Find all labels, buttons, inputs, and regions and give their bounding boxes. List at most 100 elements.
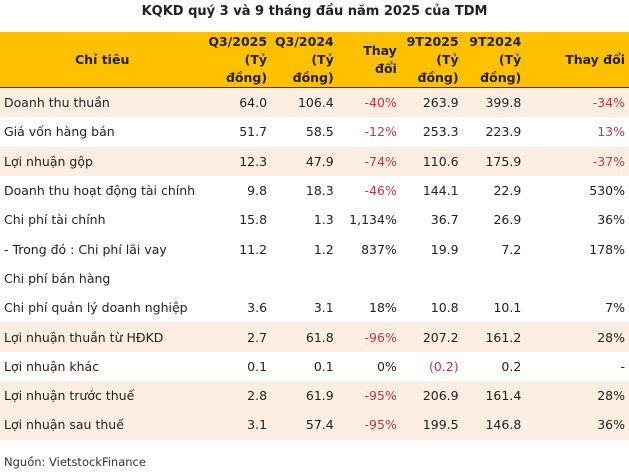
table-cell: 57.4 xyxy=(271,410,338,440)
row-label: Lợi nhuận thuần từ HĐKD xyxy=(0,322,205,352)
table-cell xyxy=(463,264,526,293)
table-row: Giá vốn hàng bán 51.7 58.5 -12% 253.3 223.9 13… xyxy=(0,117,629,146)
table-cell: -95% xyxy=(337,380,401,411)
table-cell: 106.4 xyxy=(271,87,338,118)
table-cell: -34% xyxy=(525,87,629,118)
table-cell: 7% xyxy=(605,300,625,316)
table-cell: 0.2 xyxy=(501,358,522,374)
table-cell: -40% xyxy=(337,87,401,118)
table-cell: 530% xyxy=(589,183,625,199)
table-cell: 175.9 xyxy=(462,146,526,176)
table-cell: 146.8 xyxy=(462,410,526,440)
row-label: Chi phí quản lý doanh nghiệp xyxy=(4,300,188,316)
column-header: 9T2025 (Tỷ đồng) xyxy=(400,32,463,88)
table-cell: 13% xyxy=(597,124,625,140)
table-cell: 253.3 xyxy=(422,124,459,140)
table-cell: 0.1 xyxy=(313,358,334,374)
table-cell: 0% xyxy=(376,358,397,374)
table-cell xyxy=(401,264,463,293)
table-cell: 22.9 xyxy=(493,183,522,199)
table-row: Doanh thu thuần 64.0 106.4 -40% 263.9 399.8 -3… xyxy=(0,87,629,118)
table-row: Chi phí tài chính 15.8 1.3 1,134% 36.7 26.9 36… xyxy=(0,205,629,234)
row-label: Giá vốn hàng bán xyxy=(4,124,115,140)
table-row: Lợi nhuận khác 0.1 0.1 0% (0.2) 0.2 - xyxy=(0,352,629,381)
table-cell: 36% xyxy=(525,410,629,440)
table-cell: 837% xyxy=(361,241,397,257)
table-cell: 18% xyxy=(369,300,397,316)
column-header: 9T2024 (Tỷ đồng) xyxy=(462,32,526,88)
table-cell: 51.7 xyxy=(239,124,268,140)
table-row: Chi phí bán hàng xyxy=(0,264,629,293)
column-header: Thay đổi xyxy=(525,32,629,88)
row-label: Lợi nhuận khác xyxy=(4,358,100,374)
table-cell: 1.3 xyxy=(313,212,334,228)
table-cell: 178% xyxy=(589,241,625,257)
table-row: Lợi nhuận sau thuế 3.1 57.4 -95% 199.5 146.8 3… xyxy=(0,410,629,440)
table-cell: -74% xyxy=(337,146,401,176)
source-note: Nguồn: VietstockFinance xyxy=(4,455,146,469)
row-label: Doanh thu thuần xyxy=(0,87,205,118)
table-cell: 3.6 xyxy=(247,300,268,316)
table-row: Chi phí quản lý doanh nghiệp 3.6 3.1 18% 10.… xyxy=(0,293,629,322)
table-cell: 61.8 xyxy=(271,322,338,352)
table-cell: 263.9 xyxy=(400,87,463,118)
table-cell: 12.3 xyxy=(204,146,272,176)
table-cell: 161.2 xyxy=(462,322,526,352)
table-cell: 7.2 xyxy=(501,241,522,257)
row-label: - Trong đó : Chi phí lãi vay xyxy=(4,241,167,257)
row-label: Chi phí tài chính xyxy=(4,212,106,228)
table-cell: 61.9 xyxy=(271,380,338,411)
table-cell: -46% xyxy=(364,183,397,199)
table-cell: -12% xyxy=(364,124,397,140)
table-cell: 2.8 xyxy=(204,380,272,411)
table-cell: 3.1 xyxy=(204,410,272,440)
row-label: Lợi nhuận gộp xyxy=(0,146,205,176)
column-header: Thay đổi xyxy=(337,32,401,88)
table-cell: 1,134% xyxy=(349,212,397,228)
table-cell: 207.2 xyxy=(400,322,463,352)
table-row: Lợi nhuận thuần từ HĐKD 2.7 61.8 -96% 207.2 1… xyxy=(0,322,629,352)
table-cell: 9.8 xyxy=(247,183,268,199)
table-cell: 0.1 xyxy=(247,358,268,374)
table-cell: 3.1 xyxy=(313,300,334,316)
table-cell: 28% xyxy=(525,322,629,352)
table-cell: -96% xyxy=(337,322,401,352)
table-cell: 15.8 xyxy=(239,212,268,228)
table-cell xyxy=(525,264,629,293)
row-label: Doanh thu hoạt động tài chính xyxy=(4,183,196,199)
row-label: Lợi nhuận sau thuế xyxy=(0,410,205,440)
table-cell: 2.7 xyxy=(204,322,272,352)
table-cell: 161.4 xyxy=(462,380,526,411)
table-cell: 36% xyxy=(597,212,625,228)
column-header: Q3/2024 (Tỷ đồng) xyxy=(271,32,338,88)
table-cell: 26.9 xyxy=(493,212,522,228)
table-cell: 19.9 xyxy=(430,241,459,257)
column-header: Chỉ tiêu xyxy=(0,32,205,88)
table-cell: 206.9 xyxy=(400,380,463,411)
table-row: Lợi nhuận trước thuế 2.8 61.9 -95% 206.9 161.… xyxy=(0,380,629,411)
table-cell: 47.9 xyxy=(271,146,338,176)
table-cell: 10.1 xyxy=(493,300,522,316)
table-row: - Trong đó : Chi phí lãi vay 11.2 1.2 837% 1… xyxy=(0,234,629,263)
table-cell: - xyxy=(620,358,625,374)
table-cell: 10.8 xyxy=(430,300,459,316)
table-cell xyxy=(204,264,271,293)
table-cell: 199.5 xyxy=(400,410,463,440)
table-row: Lợi nhuận gộp 12.3 47.9 -74% 110.6 175.9 -37% xyxy=(0,146,629,176)
table-cell: 1.2 xyxy=(313,241,334,257)
table-cell: 58.5 xyxy=(305,124,334,140)
table-cell: 64.0 xyxy=(204,87,272,118)
column-header: Q3/2025 (Tỷ đồng) xyxy=(204,32,272,88)
table-cell: 110.6 xyxy=(400,146,463,176)
table-cell: -37% xyxy=(525,146,629,176)
table-cell: 28% xyxy=(525,380,629,411)
table-cell: 36.7 xyxy=(430,212,459,228)
table-cell: 223.9 xyxy=(485,124,522,140)
table-cell xyxy=(271,264,338,293)
table-cell xyxy=(338,264,401,293)
row-label: Lợi nhuận trước thuế xyxy=(0,380,205,411)
table-cell: -95% xyxy=(337,410,401,440)
table-row: Doanh thu hoạt động tài chính 9.8 18.3 -46%… xyxy=(0,176,629,205)
table-cell: 144.1 xyxy=(422,183,459,199)
financial-results-table: Chỉ tiêu Q3/2025 (Tỷ đồng) Q3/2024 (Tỷ đồn… xyxy=(0,32,629,440)
